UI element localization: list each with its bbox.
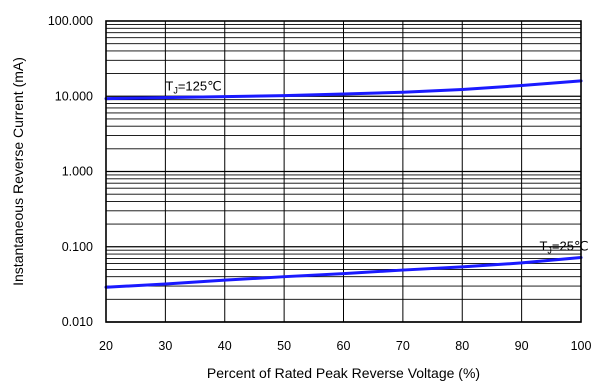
tick-labels: 20 30 40 50 60 70 80 90 100 0.010 0.100 1.000 10.000…: [48, 14, 592, 353]
y-axis-title: Instantaneous Reverse Current (mA): [10, 57, 26, 286]
series-label-1: TJ=25℃: [539, 239, 588, 256]
y-tick-label: 0.010: [62, 315, 93, 329]
x-axis-title: Percent of Rated Peak Reverse Voltage (%…: [207, 365, 480, 381]
series-line-1: [104, 255, 583, 289]
x-tick-label: 80: [455, 339, 469, 353]
grid: [105, 21, 582, 323]
series-line-0: [104, 79, 583, 101]
series-label-0: TJ=125℃: [165, 78, 221, 95]
plot-frame: [105, 20, 582, 323]
x-tick-label: 100: [571, 339, 592, 353]
x-tick-label: 50: [277, 339, 291, 353]
y-tick-label: 0.100: [62, 240, 93, 254]
y-tick-label: 1.000: [62, 165, 93, 179]
x-tick-label: 60: [337, 339, 351, 353]
x-tick-label: 20: [99, 339, 113, 353]
x-tick-label: 90: [515, 339, 529, 353]
x-tick-label: 70: [396, 339, 410, 353]
y-tick-label: 10.000: [55, 89, 93, 103]
y-tick-label: 100.000: [48, 14, 93, 28]
x-tick-label: 40: [218, 339, 232, 353]
series-layer: TJ=125℃ TJ=25℃: [104, 78, 589, 289]
x-tick-label: 30: [158, 339, 172, 353]
